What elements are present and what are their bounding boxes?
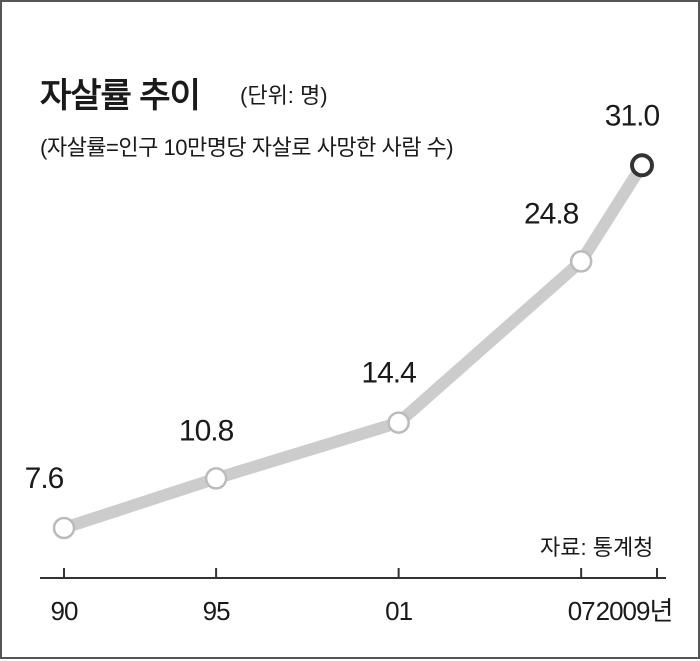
data-point [569,250,593,273]
data-point [630,153,654,178]
data-label: 14.4 [361,357,416,390]
x-tick-label: 95 [203,596,230,626]
data-point [204,467,228,490]
data-label: 24.8 [524,197,579,230]
x-tick-label: 2009년 [596,596,673,626]
unit-note: (단위: 명) [240,83,328,108]
source-note: 자료: 통계청 [540,535,654,560]
data-point [387,411,410,434]
data-label: 7.6 [25,462,64,495]
chart-subtitle: (자살률=인구 10만명당 자살로 사망한 사람 수) [40,135,454,160]
data-label: 10.8 [179,414,234,447]
data-point [52,516,76,540]
x-tick-label: 07 [568,596,595,626]
chart-title: 자살률 추이 [40,77,201,115]
data-label: 31.0 [605,99,660,132]
x-tick-label: 01 [385,596,412,626]
x-tick-label: 90 [51,596,78,626]
